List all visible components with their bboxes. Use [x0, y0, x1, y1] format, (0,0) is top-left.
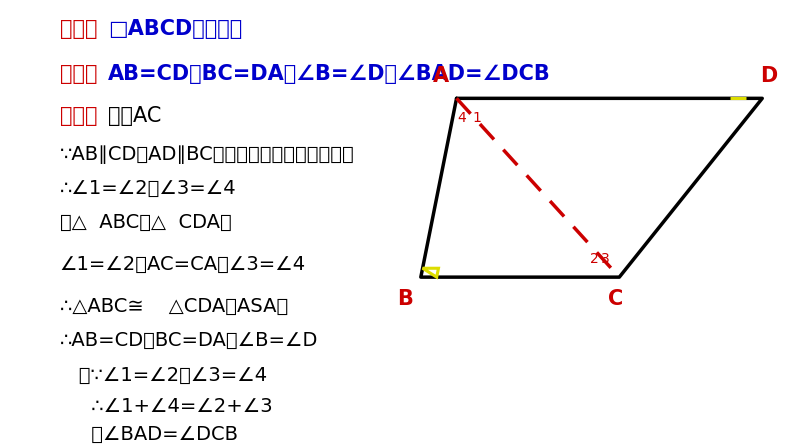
Text: 已知：: 已知： [60, 19, 97, 39]
Text: 4: 4 [457, 111, 467, 126]
Text: 证明：: 证明： [60, 106, 97, 126]
Text: ∠1=∠2，AC=CA，∠3=∠4: ∠1=∠2，AC=CA，∠3=∠4 [60, 255, 306, 274]
Text: 连接AC: 连接AC [108, 106, 161, 126]
Text: ∴∠1=∠2，∠3=∠4: ∴∠1=∠2，∠3=∠4 [60, 179, 236, 198]
Text: AB=CD，BC=DA；∠B=∠D，∠BAD=∠DCB: AB=CD，BC=DA；∠B=∠D，∠BAD=∠DCB [108, 64, 551, 84]
Text: C: C [607, 290, 623, 309]
Text: D: D [760, 66, 777, 86]
Text: A: A [433, 66, 449, 86]
Text: 2: 2 [589, 252, 599, 266]
Text: ∴△ABC≅    △CDA（ASA）: ∴△ABC≅ △CDA（ASA） [60, 297, 287, 316]
Text: ∵AB∥CD，AD∥BC（平行四边形的对边平行）: ∵AB∥CD，AD∥BC（平行四边形的对边平行） [60, 145, 354, 164]
Text: ∴AB=CD，BC=DA，∠B=∠D: ∴AB=CD，BC=DA，∠B=∠D [60, 331, 318, 350]
Text: □ABCD（如图）: □ABCD（如图） [108, 19, 242, 39]
Text: ∴∠1+∠4=∠2+∠3: ∴∠1+∠4=∠2+∠3 [60, 397, 272, 416]
Text: B: B [397, 290, 413, 309]
Text: 即∠BAD=∠DCB: 即∠BAD=∠DCB [60, 425, 237, 444]
Text: 在△  ABC和△  CDA中: 在△ ABC和△ CDA中 [60, 213, 231, 232]
Text: 3: 3 [600, 252, 610, 266]
Text: 1: 1 [472, 111, 481, 126]
Text: 又∵∠1=∠2，∠3=∠4: 又∵∠1=∠2，∠3=∠4 [60, 366, 267, 385]
Text: 求证：: 求证： [60, 64, 97, 84]
